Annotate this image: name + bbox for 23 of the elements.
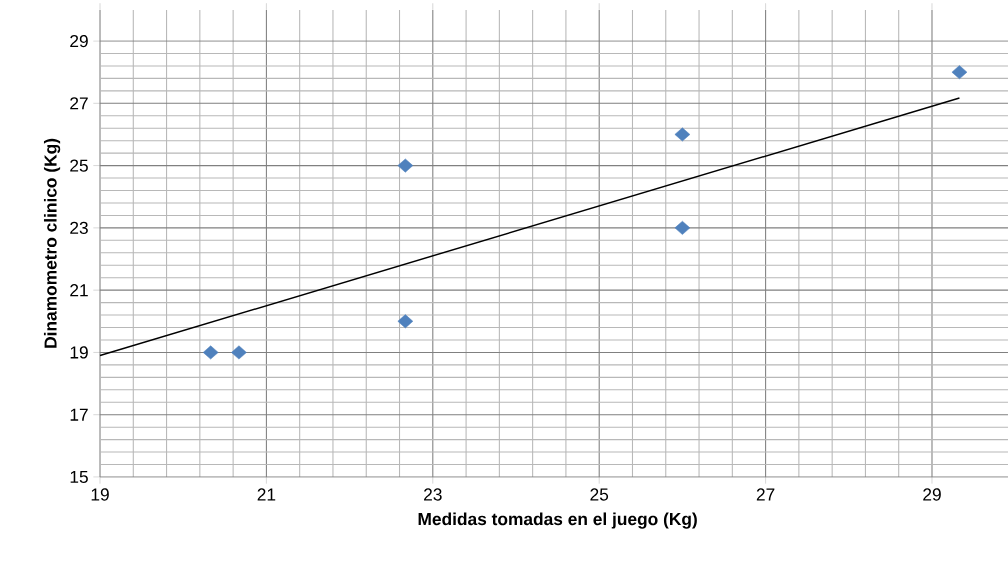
x-tick-label: 19 <box>91 488 109 501</box>
y-tick-label: 17 <box>70 408 88 421</box>
x-tick-label: 29 <box>923 488 941 501</box>
y-tick-label: 25 <box>70 159 88 172</box>
x-tick-label: 27 <box>756 488 775 501</box>
y-tick-label: 23 <box>70 221 88 234</box>
point <box>951 65 968 80</box>
x-tick-label: 25 <box>590 488 609 501</box>
y-axis-title: Dinamometro clinico (Kg) <box>43 138 61 348</box>
y-tick-label: 19 <box>70 346 88 359</box>
point <box>231 345 247 360</box>
y-tick-label: 15 <box>70 470 88 484</box>
y-tick-label: 29 <box>70 34 88 48</box>
y-tick-label: 21 <box>70 284 88 297</box>
point <box>674 220 691 235</box>
point <box>397 314 414 329</box>
x-axis-title: Medidas tomadas en el juego (Kg) <box>418 512 697 529</box>
y-tick-label: 27 <box>70 97 88 110</box>
point <box>202 345 219 360</box>
point <box>674 127 691 142</box>
x-tick-label: 23 <box>424 488 442 501</box>
point <box>397 158 414 173</box>
x-tick-label: 21 <box>257 488 276 501</box>
